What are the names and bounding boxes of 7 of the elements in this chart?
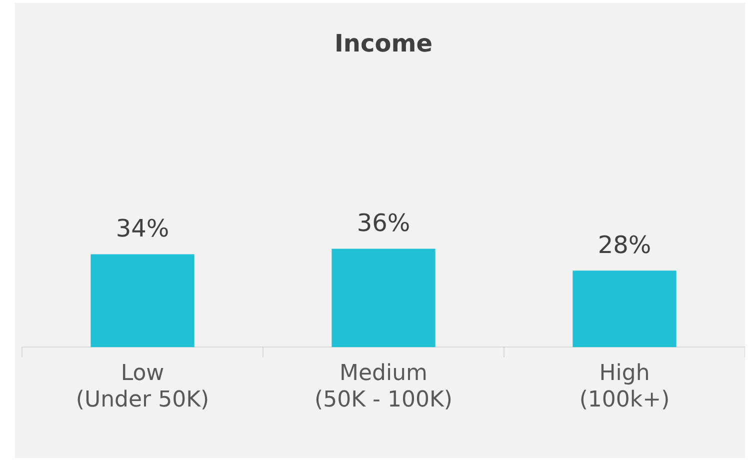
x-tick-label: High (100k+)	[579, 361, 670, 413]
x-tick-label: Low (Under 50K)	[76, 361, 210, 413]
x-tick-label: Medium (50K - 100K)	[314, 361, 452, 413]
chart-title: Income	[334, 30, 433, 58]
data-label: 34%	[116, 214, 170, 242]
data-label: 36%	[356, 208, 410, 237]
data-label: 28%	[598, 230, 652, 259]
